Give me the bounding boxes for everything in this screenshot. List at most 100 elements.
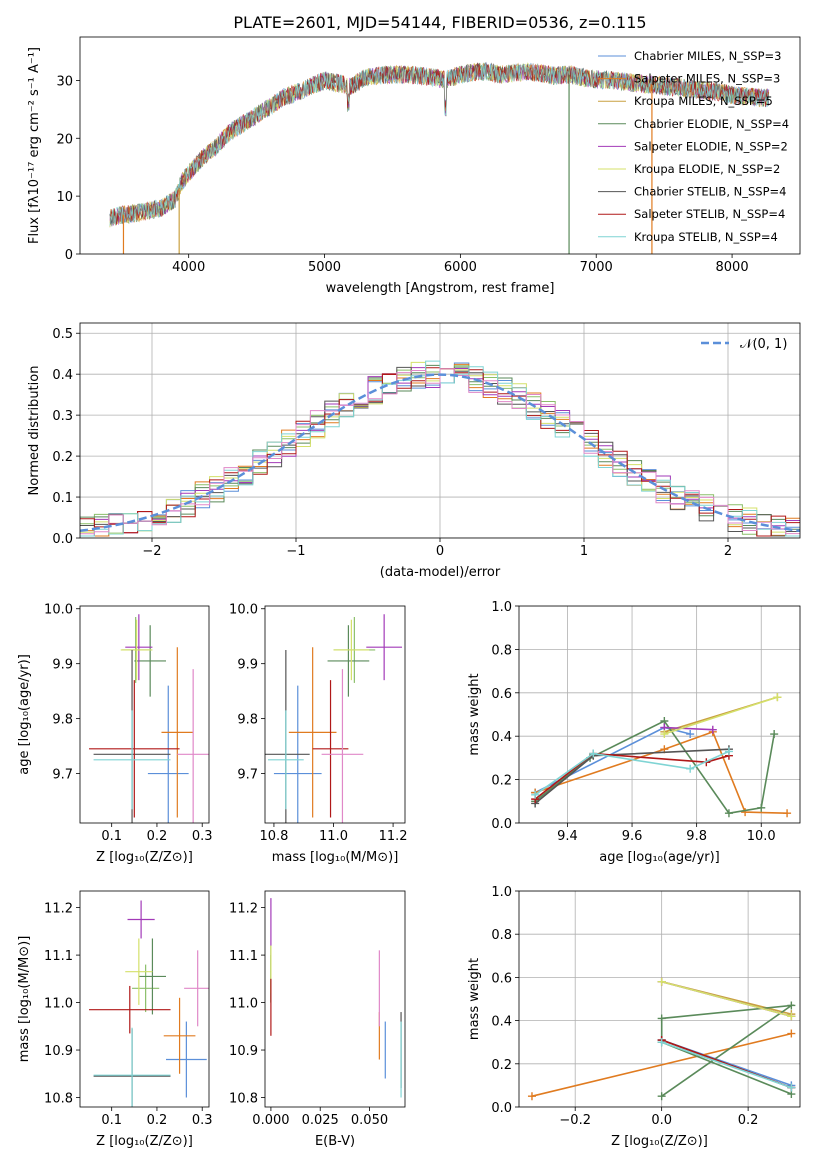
weight-line [664, 726, 713, 731]
x-axis-label: mass [log₁₀(M/M⊙)] [272, 850, 399, 865]
y-tick-label: 9.8 [52, 713, 73, 728]
y-tick-label: 0.5 [52, 327, 73, 342]
panel-3: 10.8 11.0 11.2 9.7 9.8 9.9 10.0 mass [log₁₀(M/M… [229, 603, 408, 865]
y-tick-label: 0.0 [52, 532, 73, 547]
weight-line [534, 752, 730, 800]
weight-marker [527, 1092, 536, 1101]
weight-marker [783, 809, 792, 818]
x-tick-label: 10.0 [747, 829, 776, 844]
weight-line [534, 750, 730, 796]
y-tick-label: 0.2 [491, 1058, 512, 1073]
x-tick-label: 0.1 [101, 1113, 122, 1128]
weight-marker [657, 977, 666, 986]
weight-line [531, 1032, 792, 1097]
panel-7: −0.2 0.0 0.2 0.0 0.2 0.4 0.6 0.8 1.0 Z [log₁₀(Z/Z… [467, 885, 801, 1149]
histogram-steps [80, 368, 800, 535]
chart-title: PLATE=2601, MJD=54144, FIBERID=0536, z=0… [233, 13, 646, 32]
x-tick-label: 0 [436, 544, 444, 559]
x-tick-label: 11.2 [379, 829, 408, 844]
x-tick-label: 0.2 [147, 829, 168, 844]
y-tick-label: 0.4 [491, 730, 512, 745]
weight-line [661, 980, 792, 1018]
x-tick-label: 7000 [580, 260, 613, 275]
y-tick-label: 11.1 [229, 949, 258, 964]
panel-1: −2 −1 0 1 2 0.0 0.1 0.2 0.3 0.4 0.5 (data-model)/er… [27, 322, 801, 580]
y-tick-label: 0.3 [52, 409, 73, 424]
weight-marker [773, 693, 782, 702]
x-tick-label: −2 [142, 544, 161, 559]
y-tick-label: 9.9 [52, 658, 73, 673]
weight-marker [787, 1012, 796, 1021]
weight-marker [708, 725, 717, 734]
weight-line [661, 1041, 792, 1089]
y-tick-label: 11.0 [44, 997, 73, 1012]
weight-marker [741, 808, 750, 817]
x-tick-label: 4000 [172, 260, 205, 275]
y-axis-label: Normed distribution [27, 366, 42, 496]
x-tick-label: 9.6 [622, 829, 643, 844]
weight-marker [757, 803, 766, 812]
x-tick-label: 9.4 [557, 829, 578, 844]
normal-curve [80, 373, 800, 533]
panel-4: 9.4 9.6 9.8 10.0 0.0 0.2 0.4 0.6 0.8 1.0 age [log₁… [467, 600, 801, 865]
x-tick-label: 10.8 [259, 829, 288, 844]
axes-frame [79, 36, 801, 255]
y-tick-label: 20 [56, 132, 73, 147]
x-tick-label: 0.3 [192, 1113, 213, 1128]
weight-marker [686, 764, 695, 773]
weight-marker [531, 790, 540, 799]
y-axis-label: mass weight [467, 958, 482, 1040]
x-tick-label: 0.000 [252, 1113, 289, 1128]
weight-marker [660, 730, 669, 739]
x-axis-label: Z [log₁₀(Z/Z⊙)] [611, 1134, 708, 1149]
x-axis-label: Z [log₁₀(Z/Z⊙)] [96, 1134, 193, 1149]
plot-area [519, 891, 800, 1107]
weight-marker [787, 1001, 796, 1010]
weight-marker [724, 747, 733, 756]
y-tick-label: 0.8 [491, 928, 512, 943]
axes-frame [264, 890, 406, 1108]
y-tick-label: 11.1 [44, 949, 73, 964]
y-tick-label: 0.8 [491, 643, 512, 658]
weight-marker [657, 1038, 666, 1047]
y-tick-label: 10.0 [229, 603, 258, 618]
y-tick-label: 0.2 [491, 774, 512, 789]
y-tick-label: 0.4 [52, 368, 73, 383]
weight-line [664, 696, 778, 735]
panel-2: 0.1 0.2 0.3 9.7 9.8 9.9 10.0 Z [log₁₀(Z/Z⊙)] age… [17, 603, 213, 865]
y-tick-label: 11.0 [229, 997, 258, 1012]
y-tick-label: 30 [56, 74, 73, 89]
x-axis-label: Z [log₁₀(Z/Z⊙)] [96, 850, 193, 865]
x-axis-label: wavelength [Angstrom, rest frame] [326, 281, 555, 296]
y-tick-label: 9.8 [237, 713, 258, 728]
y-tick-label: 0 [65, 248, 73, 263]
legend-label: Chabrier ELODIE, N_SSP=4 [634, 117, 789, 131]
y-tick-label: 0.1 [52, 491, 73, 506]
axes-frame [79, 890, 210, 1108]
legend-label: Kroupa MILES, N_SSP=5 [634, 94, 773, 108]
panel-0: 4000 5000 6000 7000 8000 0 10 20 30 wavelength [A… [27, 13, 801, 296]
panel-6: 0.000 0.025 0.050 10.8 10.9 11.0 11.1 11.2 E(B-V… [229, 890, 406, 1149]
legend-label: Salpeter ELODIE, N_SSP=2 [634, 139, 788, 153]
plot-area [265, 614, 403, 823]
y-tick-label: 10.8 [44, 1092, 73, 1107]
y-tick-label: 10.9 [229, 1044, 258, 1059]
y-tick-label: 11.2 [44, 902, 73, 917]
x-tick-label: 0.1 [101, 829, 122, 844]
x-tick-label: 0.2 [147, 1113, 168, 1128]
legend-label: Salpeter MILES, N_SSP=3 [634, 72, 780, 86]
axes-frame [518, 890, 801, 1108]
y-tick-label: 11.2 [229, 902, 258, 917]
weight-marker [657, 1092, 666, 1101]
x-tick-label: 2 [724, 544, 732, 559]
spectrum-line [109, 62, 770, 227]
x-axis-label: (data-model)/error [380, 565, 501, 580]
x-tick-label: 0.025 [302, 1113, 339, 1128]
x-tick-label: −0.2 [559, 1113, 591, 1128]
weight-marker [589, 749, 598, 758]
weight-line [534, 719, 775, 815]
weight-marker [686, 730, 695, 739]
weight-marker [657, 1014, 666, 1023]
x-tick-label: 11.0 [319, 829, 348, 844]
